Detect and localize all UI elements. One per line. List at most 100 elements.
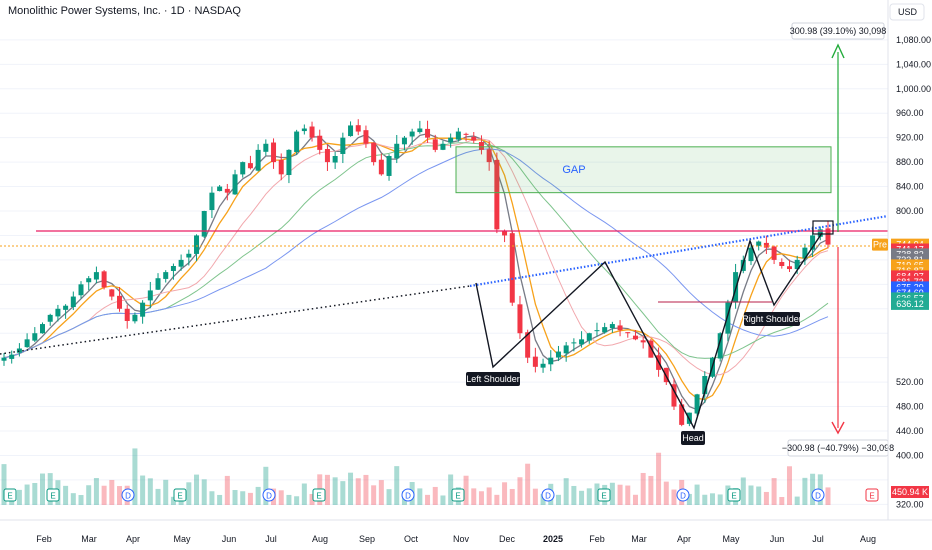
candle-body	[625, 332, 631, 334]
earnings-marker[interactable]: E	[451, 488, 465, 502]
event-marker-letter: D	[405, 492, 411, 501]
time-tick-label: Jul	[265, 534, 277, 544]
candle-body	[494, 159, 500, 230]
volume-bar	[324, 474, 330, 505]
dividend-marker[interactable]: D	[262, 488, 276, 502]
volume-bar	[101, 485, 107, 505]
time-tick-label: May	[722, 534, 740, 544]
dividend-marker[interactable]: D	[541, 488, 555, 502]
candle-body	[802, 247, 808, 259]
candle-body	[9, 354, 15, 359]
candle-body	[632, 335, 638, 340]
volume-bar	[294, 496, 300, 505]
candle-body	[286, 149, 292, 176]
candle-body	[309, 126, 315, 138]
dividend-marker[interactable]: D	[676, 488, 690, 502]
volume-bar	[640, 472, 646, 505]
volume-bar	[40, 473, 46, 505]
currency-label: USD	[898, 7, 918, 17]
volume-bar	[586, 488, 592, 505]
candle-body	[140, 302, 146, 317]
volume-bar	[579, 490, 585, 505]
candle-body	[70, 296, 76, 308]
time-tick-label: Nov	[453, 534, 470, 544]
volume-bar	[786, 466, 792, 505]
right-shoulder-label: Right Shoulder	[742, 314, 802, 324]
earnings-marker[interactable]: E	[173, 488, 187, 502]
candle-body	[702, 376, 708, 395]
volume-bar	[555, 494, 561, 505]
candle-body	[324, 149, 330, 163]
volume-bar	[355, 478, 361, 505]
volume-bar	[525, 463, 531, 505]
price-axis[interactable]: 320.00 400.00 440.00 480.00 520.00 800.00 840.…	[872, 0, 931, 520]
candle-body	[548, 357, 554, 365]
candle-body	[717, 333, 723, 359]
volume-bar	[170, 496, 176, 505]
currency-button[interactable]: USD	[889, 3, 925, 21]
earnings-marker[interactable]: E	[597, 488, 611, 502]
volume-bar	[471, 488, 477, 505]
earnings-marker[interactable]: E	[865, 488, 879, 502]
earnings-marker-box	[46, 488, 60, 502]
event-marker-letter: D	[545, 492, 551, 501]
event-marker-letter: E	[177, 492, 182, 501]
candle-body	[240, 162, 246, 175]
candle-body	[617, 325, 623, 331]
earnings-marker[interactable]: E	[46, 488, 60, 502]
candle-body	[1, 357, 7, 361]
volume-bar	[440, 495, 446, 505]
time-tick-label: Apr	[677, 534, 691, 544]
price-tick-label: 520.00	[896, 377, 924, 387]
volume-bar	[694, 484, 700, 505]
candle-body	[825, 228, 831, 245]
candle-body	[786, 266, 792, 270]
time-tick-label: Aug	[312, 534, 328, 544]
time-tick-label: Jul	[812, 534, 824, 544]
candle-body	[409, 131, 415, 137]
candle-body	[640, 340, 646, 343]
candle-body	[132, 314, 138, 322]
volume-bar	[348, 472, 354, 505]
candle-body	[478, 142, 484, 150]
candle-body	[471, 136, 477, 141]
volume-bar	[186, 482, 192, 505]
volume-bar	[263, 466, 269, 505]
candle-body	[24, 339, 30, 348]
earnings-marker[interactable]: E	[727, 488, 741, 502]
volume-bar	[478, 491, 484, 505]
price-tag	[891, 297, 929, 310]
candle-body	[394, 143, 400, 159]
right-shoulder-label-bg	[744, 312, 800, 326]
volume-bar	[748, 485, 754, 505]
candle-body	[525, 332, 531, 358]
candle-body	[817, 229, 823, 237]
target-up-label: 300.98 (39.10%) 30,098	[790, 26, 887, 36]
candle-body	[725, 302, 731, 334]
earnings-marker[interactable]: E	[312, 488, 326, 502]
volume-bar	[163, 479, 169, 505]
dividend-marker[interactable]: D	[121, 488, 135, 502]
candle-body	[294, 131, 300, 152]
time-tick-label: May	[173, 534, 191, 544]
volume-bar	[432, 486, 438, 505]
volume-bar	[663, 481, 669, 505]
volume-bar	[632, 494, 638, 505]
time-axis[interactable]: Feb Mar Apr May Jun Jul Aug Sep Oct Nov Dec 2025 Feb…	[0, 519, 932, 544]
dividend-marker[interactable]: D	[811, 488, 825, 502]
volume-bar	[756, 486, 762, 505]
volume-bar	[617, 484, 623, 505]
time-tick-label: 2025	[543, 534, 563, 544]
dividend-marker[interactable]: D	[401, 488, 415, 502]
candle-body	[594, 330, 600, 332]
candle-body	[771, 246, 777, 260]
candle-body	[571, 342, 577, 344]
volume-bar	[1, 464, 7, 505]
earnings-marker[interactable]: E	[3, 488, 17, 502]
volume-bar	[209, 491, 215, 505]
volume-bar	[93, 478, 99, 505]
candle-body	[47, 314, 53, 322]
volume-bar	[340, 481, 346, 505]
